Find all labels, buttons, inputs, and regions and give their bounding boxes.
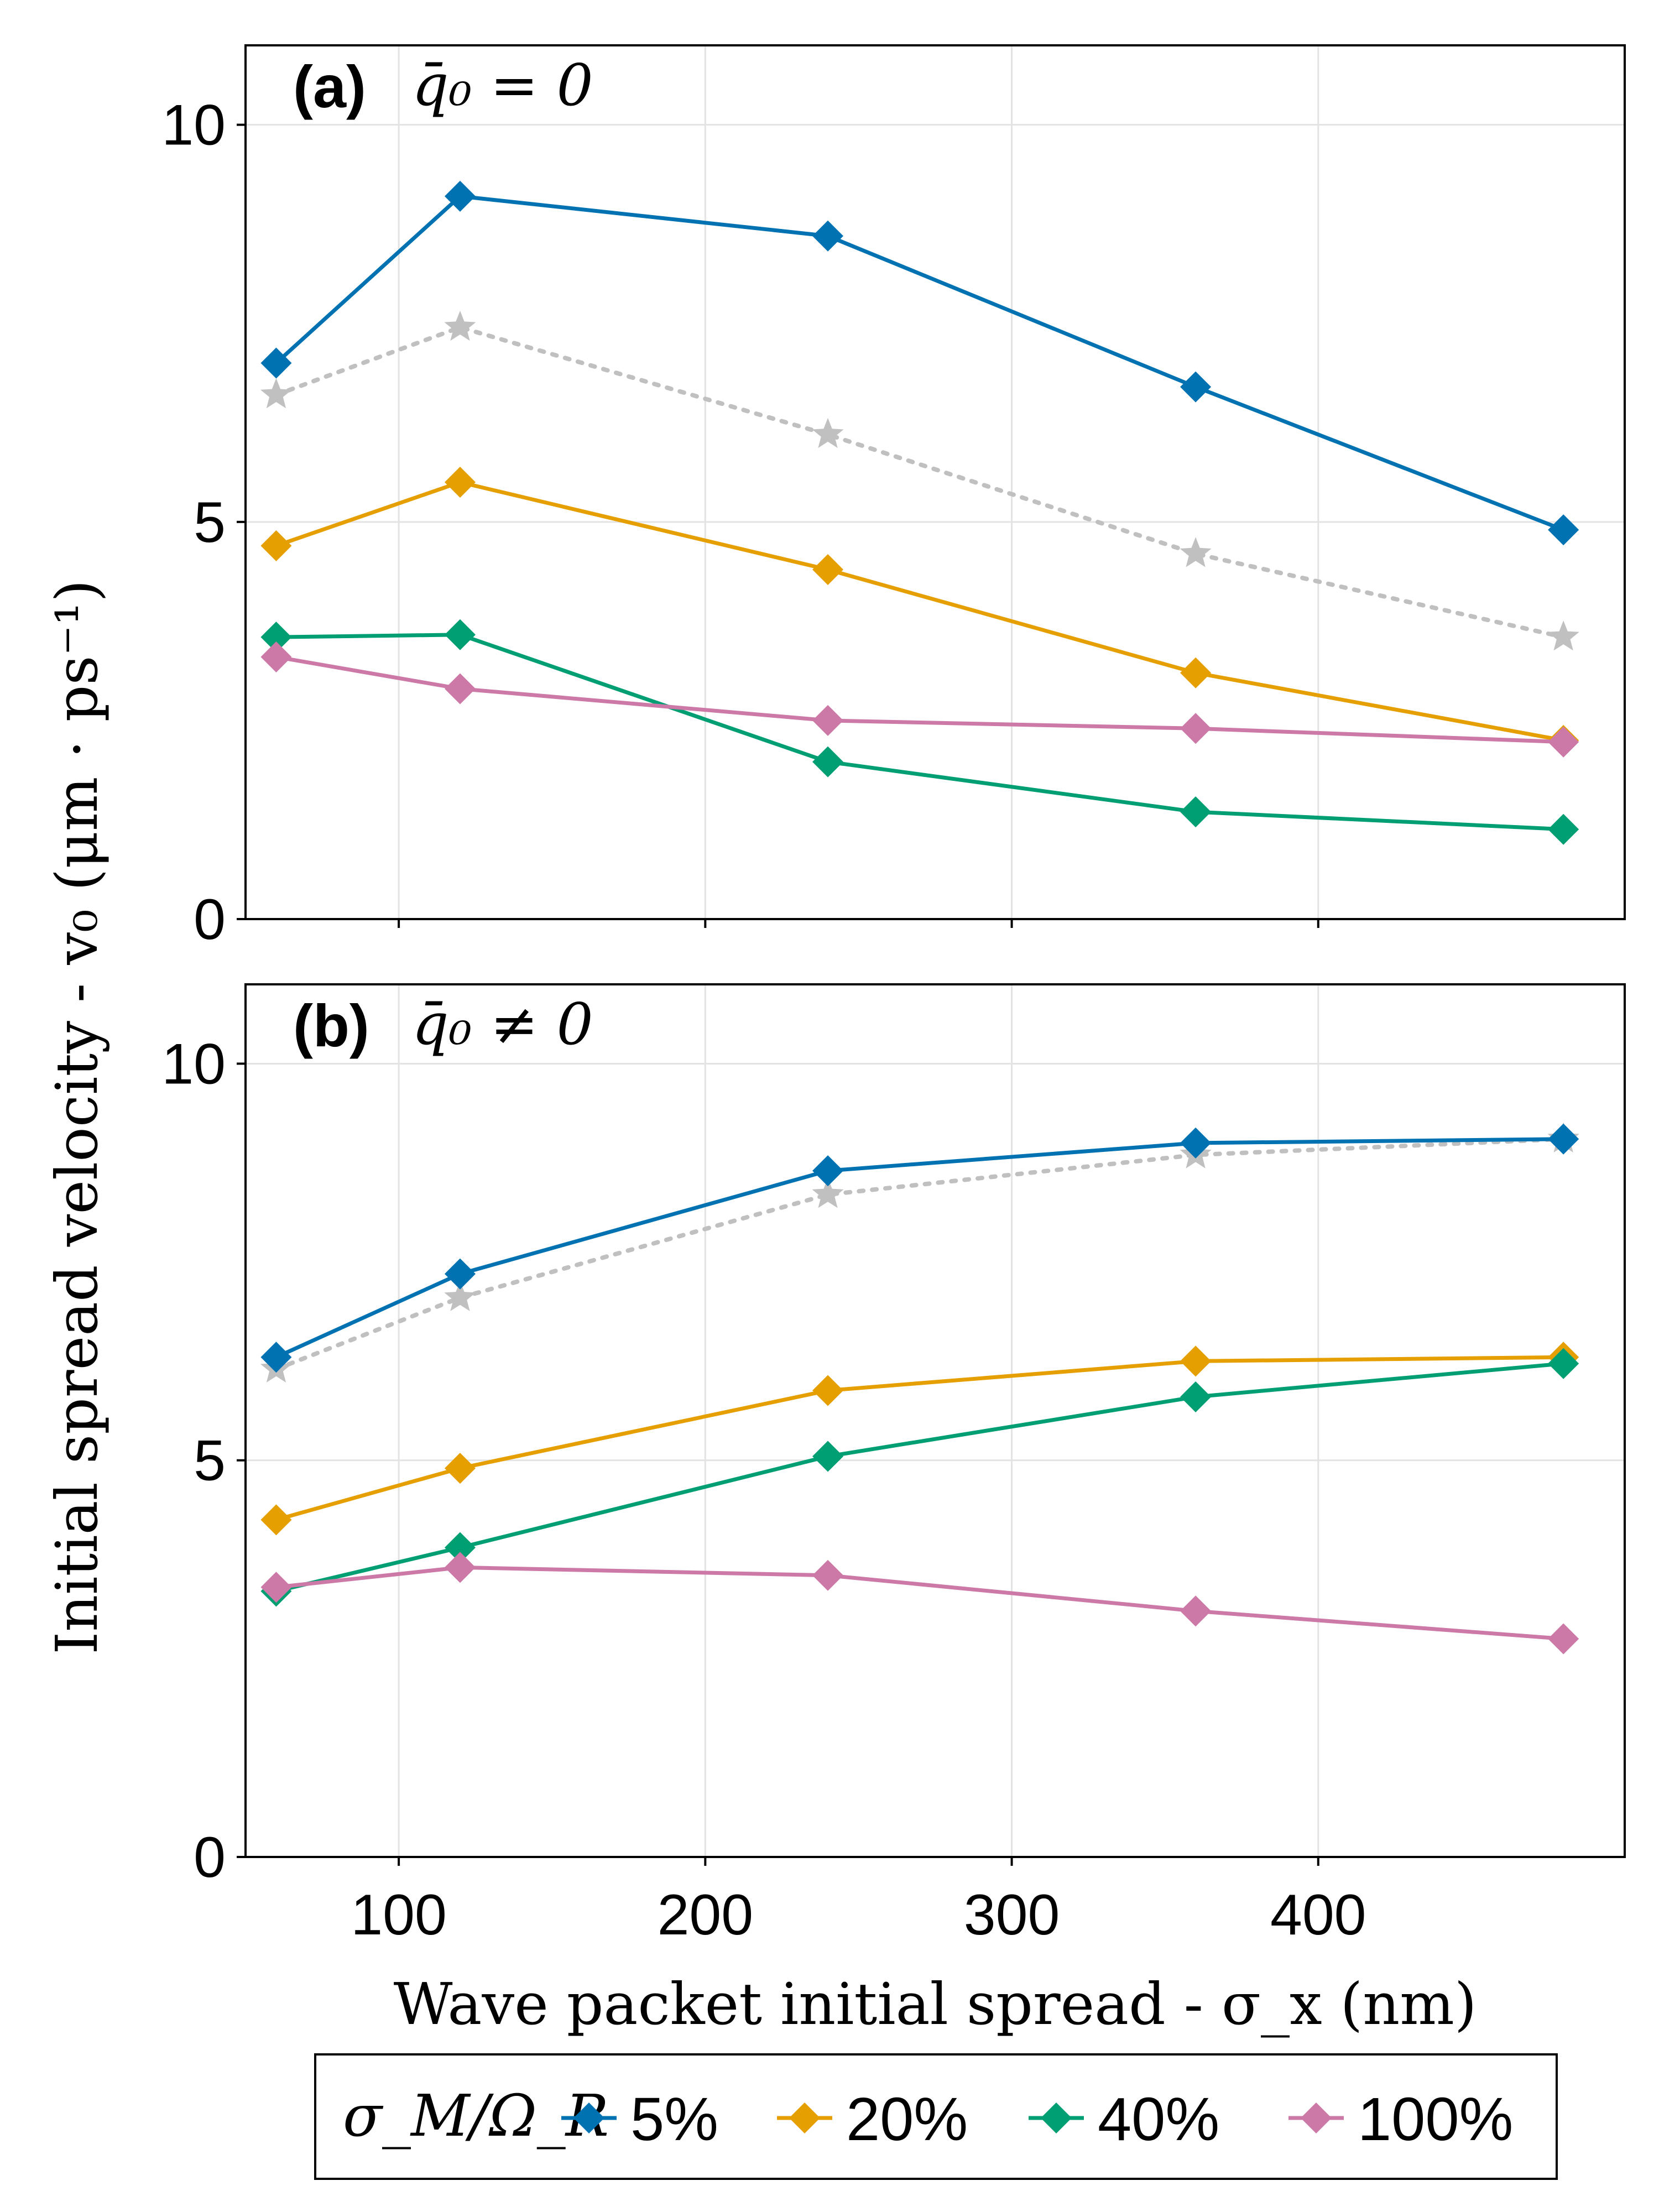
panel-a: 0 5 10 (a) q̄₀ = 0 (161, 44, 1626, 952)
legend-entry-20pct: 20% (777, 2085, 968, 2153)
data-point (1548, 1348, 1579, 1379)
plot-frame (244, 983, 1626, 1858)
data-point (1180, 371, 1212, 403)
data-point-star (1180, 537, 1212, 567)
data-point-star (812, 1178, 844, 1208)
data-point (1548, 726, 1579, 758)
legend-entry-40pct: 40% (1029, 2085, 1219, 2153)
data-point (444, 180, 476, 212)
data-point (1180, 1345, 1212, 1377)
data-point-star (260, 378, 292, 409)
data-point (812, 220, 844, 252)
data-point (260, 1504, 292, 1536)
legend-box (314, 2053, 1558, 2180)
data-point (812, 705, 844, 736)
legend-label: 100% (1358, 2085, 1513, 2153)
data-point (812, 1375, 844, 1406)
data-point (260, 1342, 292, 1373)
data-point (260, 347, 292, 379)
series-100pct (260, 1552, 1579, 1655)
series-5pct (260, 180, 1579, 546)
data-point (260, 530, 292, 561)
legend-label: 5% (630, 2085, 718, 2153)
legend-marker (1301, 2103, 1332, 2133)
legend-entry-5pct: 5% (561, 2085, 718, 2153)
data-point (444, 1532, 476, 1563)
data-point (812, 746, 844, 778)
series-reference (260, 1122, 1579, 1383)
series-reference (260, 310, 1579, 651)
series-20pct (260, 467, 1579, 756)
data-point (812, 1441, 844, 1472)
y-tick-label: 0 (194, 888, 226, 952)
x-tick-label: 300 (964, 1883, 1060, 1947)
data-point (1180, 1595, 1212, 1627)
legend-label: 40% (1098, 2085, 1219, 2153)
data-point (444, 467, 476, 498)
panel-tag: (a) (293, 53, 366, 120)
y-tick-label: 5 (194, 491, 226, 555)
series-40pct (260, 1348, 1579, 1607)
data-point (812, 1155, 844, 1187)
legend-entry-100pct: 100% (1288, 2085, 1513, 2153)
y-tick-label: 10 (161, 93, 226, 158)
x-axis-title: Wave packet initial spread - σ_x (nm) (394, 1970, 1477, 2038)
data-point (1180, 657, 1212, 688)
data-point (1180, 1127, 1212, 1159)
series-line (275, 1137, 1564, 1359)
series-line (276, 633, 1564, 832)
data-point (1180, 796, 1212, 828)
x-tick-label: 100 (351, 1883, 447, 1947)
data-point-star (812, 418, 844, 448)
data-point (1548, 813, 1579, 845)
series-20pct (260, 1342, 1579, 1536)
data-point (260, 641, 292, 672)
data-point (444, 1258, 476, 1290)
data-point (444, 619, 476, 650)
series-5pct (260, 1123, 1579, 1373)
legend: σ_M/Ω_R 5% 20% 40% 100% (314, 2053, 1558, 2180)
panel-condition: q̄₀ ≠ 0 (412, 990, 593, 1058)
series-line (275, 655, 1564, 744)
data-point-star (444, 310, 476, 341)
data-point (1180, 1381, 1212, 1412)
y-tick-label: 0 (194, 1825, 226, 1890)
series-line (276, 1565, 1564, 1641)
y-tick-label: 10 (161, 1032, 226, 1096)
data-point (260, 1572, 292, 1603)
panel-tag: (b) (293, 992, 369, 1059)
data-point (260, 622, 292, 653)
plot-frame (244, 44, 1626, 920)
legend-label: 20% (846, 2085, 968, 2153)
series-line (275, 1361, 1564, 1593)
panel-b: 0 5 10 100 200 300 400 (b) q̄₀ ≠ 0 (161, 983, 1626, 1947)
legend-marker (573, 2103, 604, 2133)
data-point-star (1547, 620, 1579, 651)
x-tick-label: 200 (658, 1883, 754, 1947)
x-tick-label: 400 (1270, 1883, 1366, 1947)
data-point (1548, 1623, 1579, 1655)
data-point-star (444, 1281, 476, 1311)
legend-marker (789, 2103, 820, 2133)
data-point (812, 1559, 844, 1591)
y-tick-label: 5 (194, 1429, 226, 1493)
series-100pct (260, 641, 1579, 758)
legend-marker (1041, 2103, 1072, 2133)
series-line (274, 325, 1566, 640)
data-point (1548, 514, 1579, 546)
series-40pct (260, 619, 1579, 845)
y-axis-title: Initial spread velocity - v₀ (μm · ps⁻¹) (43, 580, 111, 1655)
series-line (274, 1136, 1566, 1371)
data-point (1180, 713, 1212, 744)
data-point (812, 554, 844, 585)
panel-condition: q̄₀ = 0 (412, 51, 593, 119)
data-point (444, 673, 476, 705)
data-point (444, 1552, 476, 1583)
data-point (444, 1453, 476, 1484)
series-line (275, 480, 1564, 743)
legend-title: σ_M/Ω_R (343, 2082, 609, 2150)
data-point (1548, 1123, 1579, 1155)
